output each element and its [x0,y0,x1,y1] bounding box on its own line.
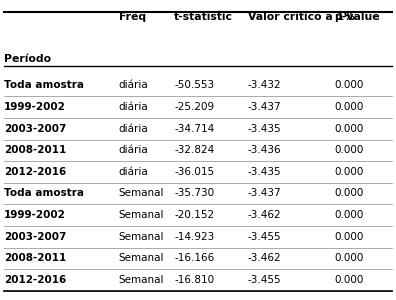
Text: -3.432: -3.432 [248,80,281,91]
Text: 0.000: 0.000 [335,210,364,220]
Text: 0.000: 0.000 [335,145,364,155]
Text: -32.824: -32.824 [174,145,215,155]
Text: diária: diária [119,124,148,134]
Text: diária: diária [119,145,148,155]
Text: Semanal: Semanal [119,232,164,242]
Text: -34.714: -34.714 [174,124,215,134]
Text: 0.000: 0.000 [335,253,364,263]
Text: 0.000: 0.000 [335,167,364,177]
Text: 2012-2016: 2012-2016 [4,275,66,285]
Text: -3.437: -3.437 [248,102,281,112]
Text: Toda amostra: Toda amostra [4,80,84,91]
Text: 2008-2011: 2008-2011 [4,253,66,263]
Text: -3.462: -3.462 [248,253,281,263]
Text: -3.455: -3.455 [248,232,281,242]
Text: -50.553: -50.553 [174,80,214,91]
Text: -3.462: -3.462 [248,210,281,220]
Text: -36.015: -36.015 [174,167,214,177]
Text: -14.923: -14.923 [174,232,215,242]
Text: p-value: p-value [335,12,380,22]
Text: 0.000: 0.000 [335,232,364,242]
Text: -3.435: -3.435 [248,167,281,177]
Text: Semanal: Semanal [119,275,164,285]
Text: -3.436: -3.436 [248,145,281,155]
Text: Semanal: Semanal [119,210,164,220]
Text: Período: Período [4,54,51,64]
Text: Freq: Freq [119,12,146,22]
Text: 0.000: 0.000 [335,102,364,112]
Text: -25.209: -25.209 [174,102,214,112]
Text: 0.000: 0.000 [335,275,364,285]
Text: diária: diária [119,102,148,112]
Text: diária: diária [119,80,148,91]
Text: 0.000: 0.000 [335,124,364,134]
Text: -20.152: -20.152 [174,210,214,220]
Text: -35.730: -35.730 [174,188,214,199]
Text: 1999-2002: 1999-2002 [4,102,66,112]
Text: Valor crítico a 1%: Valor crítico a 1% [248,12,354,22]
Text: Toda amostra: Toda amostra [4,188,84,199]
Text: 2012-2016: 2012-2016 [4,167,66,177]
Text: 2003-2007: 2003-2007 [4,232,67,242]
Text: t-statistic: t-statistic [174,12,233,22]
Text: -16.166: -16.166 [174,253,215,263]
Text: -3.437: -3.437 [248,188,281,199]
Text: 2003-2007: 2003-2007 [4,124,67,134]
Text: 2008-2011: 2008-2011 [4,145,66,155]
Text: -3.435: -3.435 [248,124,281,134]
Text: 0.000: 0.000 [335,188,364,199]
Text: diária: diária [119,167,148,177]
Text: 1999-2002: 1999-2002 [4,210,66,220]
Text: -3.455: -3.455 [248,275,281,285]
Text: Semanal: Semanal [119,253,164,263]
Text: -16.810: -16.810 [174,275,214,285]
Text: Semanal: Semanal [119,188,164,199]
Text: 0.000: 0.000 [335,80,364,91]
